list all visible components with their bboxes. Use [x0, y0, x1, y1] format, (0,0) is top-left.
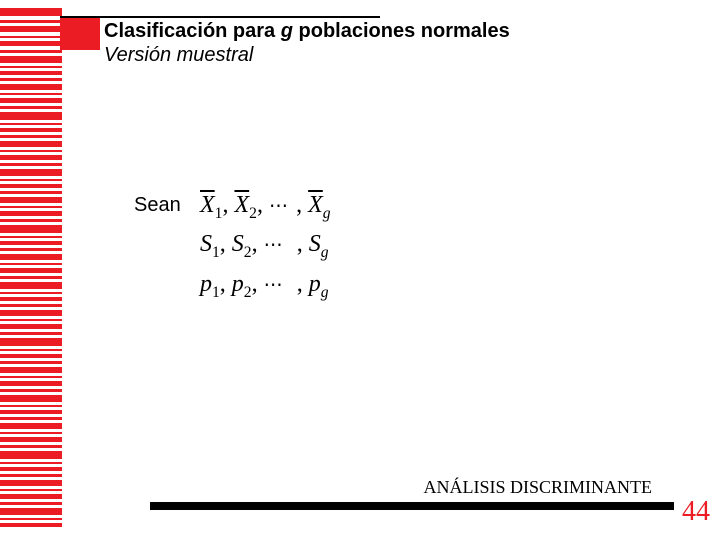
- sub: 2: [244, 284, 252, 301]
- header-accent-square: [60, 18, 100, 50]
- slide-title: Clasificación para g poblaciones normale…: [104, 20, 510, 43]
- sym: S: [232, 231, 244, 257]
- sym: X: [308, 192, 323, 218]
- footer-label: ANÁLISIS DISCRIMINANTE: [424, 477, 653, 498]
- sym: S: [309, 231, 321, 257]
- sym: X: [234, 192, 249, 218]
- sym: p: [232, 271, 244, 297]
- footer-rule: [150, 502, 674, 510]
- math-row-means: X1, X2, ⋯ , Xg: [200, 188, 331, 225]
- math-block: X1, X2, ⋯ , Xg S1, S2, ⋯ , Sg p1, p2, ⋯ …: [200, 188, 331, 306]
- ellipsis: ⋯: [264, 275, 285, 296]
- sub: g: [323, 205, 331, 222]
- header-rule: [60, 16, 380, 18]
- decorative-stripe-band: [0, 8, 62, 532]
- page-number: 44: [682, 496, 710, 528]
- sub: 2: [249, 205, 257, 222]
- sym: p: [309, 271, 321, 297]
- sym: S: [200, 231, 212, 257]
- title-post: poblaciones normales: [293, 20, 510, 42]
- sym: X: [200, 192, 215, 218]
- sub: 2: [244, 244, 252, 261]
- sub: g: [321, 244, 329, 261]
- slide-subtitle: Versión muestral: [104, 44, 253, 67]
- sub: 1: [212, 244, 220, 261]
- lead-word: Sean: [134, 194, 181, 217]
- sym: p: [200, 271, 212, 297]
- title-pre: Clasificación para: [104, 20, 281, 42]
- title-em: g: [281, 20, 293, 42]
- ellipsis: ⋯: [264, 235, 285, 256]
- math-row-cov: S1, S2, ⋯ , Sg: [200, 227, 331, 264]
- sub: 1: [215, 205, 223, 222]
- sub: g: [321, 284, 329, 301]
- ellipsis: ⋯: [269, 196, 290, 217]
- math-row-priors: p1, p2, ⋯ , pg: [200, 267, 331, 304]
- sub: 1: [212, 284, 220, 301]
